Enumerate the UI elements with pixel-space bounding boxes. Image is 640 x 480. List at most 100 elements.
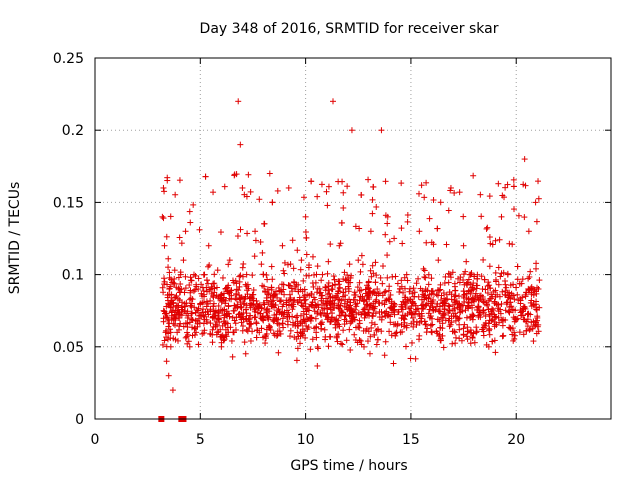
data-point <box>166 269 173 276</box>
data-point <box>396 285 403 292</box>
data-point <box>438 292 445 299</box>
data-point <box>216 319 223 326</box>
data-point <box>460 276 467 283</box>
data-point <box>294 345 301 352</box>
data-point <box>460 325 467 332</box>
data-point <box>200 329 207 336</box>
data-point <box>247 188 254 195</box>
data-point <box>161 337 168 344</box>
data-point <box>189 310 196 317</box>
data-point <box>528 297 535 304</box>
data-point <box>198 281 205 288</box>
data-point <box>210 313 217 320</box>
data-point <box>159 341 166 348</box>
data-point <box>173 307 180 314</box>
data-point <box>485 306 492 313</box>
data-point <box>454 304 461 311</box>
data-point <box>180 323 187 330</box>
data-point <box>391 235 398 242</box>
data-point <box>251 253 258 260</box>
data-point <box>332 324 339 331</box>
data-point <box>404 277 411 284</box>
data-point <box>416 190 423 197</box>
data-point <box>240 260 247 267</box>
data-point <box>324 202 331 209</box>
data-point <box>373 341 380 348</box>
data-point <box>184 324 191 331</box>
data-point <box>492 349 499 356</box>
data-point <box>298 257 305 264</box>
data-point <box>493 278 500 285</box>
data-point <box>180 257 187 264</box>
grid-lines <box>95 58 611 419</box>
data-point <box>355 324 362 331</box>
data-point <box>213 331 220 338</box>
data-point <box>326 290 333 297</box>
data-point <box>192 286 199 293</box>
data-point <box>345 279 352 286</box>
data-point <box>365 176 372 183</box>
data-point <box>451 189 458 196</box>
data-point <box>182 273 189 280</box>
data-point <box>504 181 511 188</box>
data-point <box>284 318 291 325</box>
data-point <box>367 333 374 340</box>
data-point <box>313 334 320 341</box>
data-point <box>163 314 170 321</box>
data-point <box>421 318 428 325</box>
data-point <box>365 328 372 335</box>
data-point <box>421 194 428 201</box>
data-point <box>409 290 416 297</box>
data-point <box>399 328 406 335</box>
data-point <box>428 275 435 282</box>
data-point <box>342 312 349 319</box>
data-point <box>322 284 329 291</box>
data-point <box>486 313 493 320</box>
data-point <box>163 233 170 240</box>
data-point <box>335 288 342 295</box>
data-point <box>329 98 336 105</box>
data-point <box>207 307 214 314</box>
data-point <box>429 321 436 328</box>
data-point <box>401 319 408 326</box>
data-point <box>318 277 325 284</box>
data-point <box>491 337 498 344</box>
data-point <box>465 276 472 283</box>
data-point <box>172 191 179 198</box>
data-point <box>428 288 435 295</box>
data-point <box>425 300 432 307</box>
data-point <box>358 287 365 294</box>
data-point <box>212 323 219 330</box>
data-point <box>395 308 402 315</box>
data-point <box>384 274 391 281</box>
data-point <box>493 321 500 328</box>
data-point <box>392 332 399 339</box>
data-point <box>447 187 454 194</box>
data-point <box>339 341 346 348</box>
data-point <box>325 299 332 306</box>
data-point <box>275 349 282 356</box>
data-point <box>440 344 447 351</box>
data-point <box>495 281 502 288</box>
data-point <box>279 309 286 316</box>
data-point <box>342 276 349 283</box>
data-point <box>532 199 539 206</box>
data-point <box>269 199 276 206</box>
data-point <box>258 261 265 268</box>
data-point <box>437 337 444 344</box>
data-point <box>396 288 403 295</box>
data-point <box>399 240 406 247</box>
data-point <box>297 333 304 340</box>
data-point <box>341 269 348 276</box>
data-point <box>332 316 339 323</box>
data-point <box>289 237 296 244</box>
data-point <box>499 192 506 199</box>
data-point <box>340 293 347 300</box>
data-point <box>521 214 528 221</box>
data-point <box>339 178 346 185</box>
data-point <box>285 184 292 191</box>
data-point <box>439 310 446 317</box>
data-point <box>191 331 198 338</box>
data-point <box>309 299 316 306</box>
